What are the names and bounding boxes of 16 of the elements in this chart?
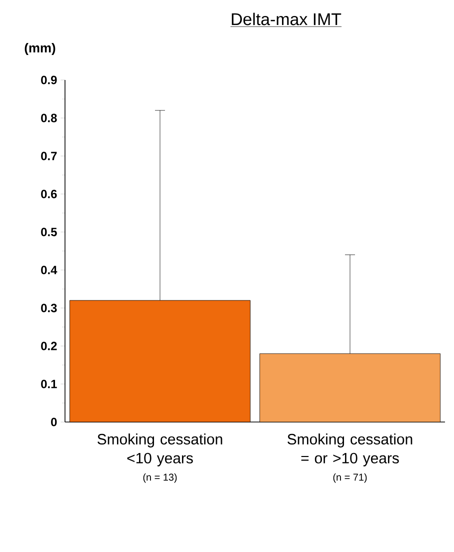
- text: (n = 71): [333, 473, 367, 483]
- y-tick-label: 0.3: [41, 304, 57, 312]
- chart-title: Delta-max IMT: [232, 12, 342, 26]
- y-tick-label: 0.2: [41, 342, 57, 350]
- y-tick-label: 0.8: [41, 114, 57, 122]
- y-tick-label: 0.6: [41, 190, 57, 198]
- x-tick-label: Smoking cessation = or >10 years: [288, 434, 412, 466]
- text: (n = 13): [143, 473, 177, 483]
- x-tick-label: Smoking cessation <10 years: [98, 434, 222, 466]
- y-tick-label: 0.1: [41, 380, 57, 388]
- y-tick-label: 0.5: [41, 228, 57, 236]
- y-tick-label: 0.4: [41, 266, 58, 274]
- y-tick-label: 0.7: [41, 152, 57, 160]
- y-tick-label: 0.9: [41, 76, 57, 84]
- y-tick-label: 0: [51, 418, 57, 426]
- y-axis-title: (mm): [24, 42, 56, 56]
